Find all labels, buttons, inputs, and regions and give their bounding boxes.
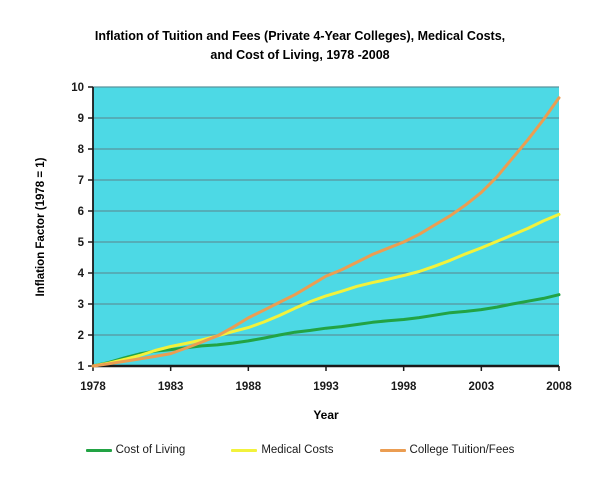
x-tick-label: 1998 (391, 381, 417, 393)
legend-item-cost-of-living: Cost of Living (85, 444, 186, 456)
y-tick-label: 3 (78, 299, 84, 311)
x-tick-label: 1988 (236, 381, 262, 393)
x-axis-title: Year (313, 408, 339, 422)
chart-title-line2: and Cost of Living, 1978 -2008 (210, 48, 390, 63)
legend-swatch-medical-costs (231, 448, 258, 452)
y-tick-label: 2 (78, 330, 84, 342)
y-tick-label: 1 (78, 361, 85, 373)
legend-swatch-college-tuition-fees (379, 448, 406, 452)
chart-legend: Cost of Living Medical Costs College Tuiti… (0, 444, 600, 456)
y-tick-label: 5 (78, 237, 85, 249)
series-line-college-tuition-fees (91, 96, 561, 368)
series-line-cost-of-living (91, 293, 561, 368)
legend-label-college-tuition-fees: College Tuition/Fees (409, 444, 515, 456)
x-tick-label: 1978 (80, 381, 106, 393)
y-axis-title: Inflation Factor (1978 = 1) (35, 157, 47, 296)
x-tick-label: 2003 (469, 381, 495, 393)
series-line-medical-costs (91, 212, 561, 368)
chart-title-line1: Inflation of Tuition and Fees (Private 4… (94, 29, 506, 43)
legend-swatch-cost-of-living (85, 448, 112, 452)
x-tick-label: 2008 (546, 381, 572, 393)
y-tick-label: 9 (78, 113, 84, 125)
legend-item-medical-costs: Medical Costs (231, 444, 334, 456)
x-tick-label: 1993 (313, 381, 339, 393)
legend-label-medical-costs: Medical Costs (261, 444, 334, 456)
x-tick-label: 1983 (158, 381, 184, 393)
plot-area (93, 87, 559, 366)
chart-title: Inflation of Tuition and Fees (Private 4… (0, 27, 600, 66)
y-tick-label: 8 (78, 144, 85, 156)
legend-label-cost-of-living: Cost of Living (115, 444, 186, 456)
legend-item-college-tuition-fees: College Tuition/Fees (379, 444, 515, 456)
y-tick-label: 4 (78, 268, 85, 280)
y-tick-label: 6 (78, 206, 84, 218)
y-tick-label: 10 (71, 82, 84, 94)
y-tick-label: 7 (78, 175, 84, 187)
